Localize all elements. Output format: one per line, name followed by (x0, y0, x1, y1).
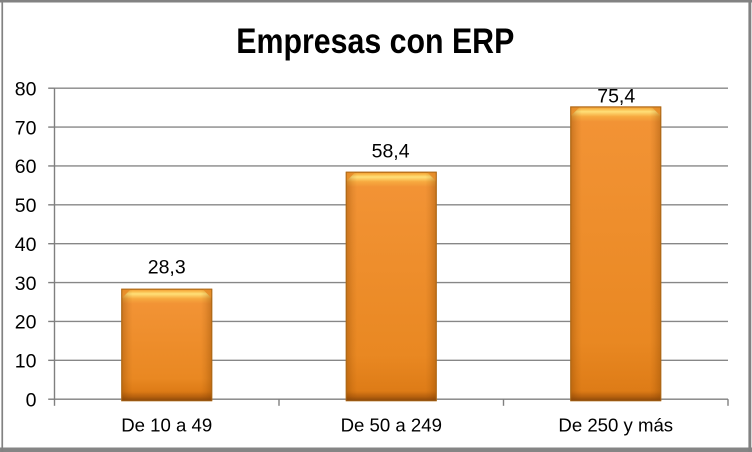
svg-text:De 10 a 49: De 10 a 49 (121, 414, 212, 435)
svg-text:28,3: 28,3 (148, 256, 186, 278)
svg-text:Empresas con ERP: Empresas con ERP (236, 22, 514, 61)
svg-text:10: 10 (15, 351, 37, 373)
svg-text:20: 20 (15, 312, 37, 334)
svg-text:58,4: 58,4 (372, 141, 410, 163)
svg-text:70: 70 (15, 117, 37, 139)
svg-text:75,4: 75,4 (597, 86, 635, 108)
svg-text:De 50 a 249: De 50 a 249 (341, 414, 442, 435)
svg-text:30: 30 (15, 273, 37, 295)
svg-text:De 250 y más: De 250 y más (558, 414, 673, 435)
svg-text:80: 80 (15, 79, 37, 101)
svg-text:50: 50 (15, 195, 37, 217)
svg-text:0: 0 (26, 390, 37, 412)
svg-text:40: 40 (15, 234, 37, 256)
svg-text:60: 60 (15, 156, 37, 178)
